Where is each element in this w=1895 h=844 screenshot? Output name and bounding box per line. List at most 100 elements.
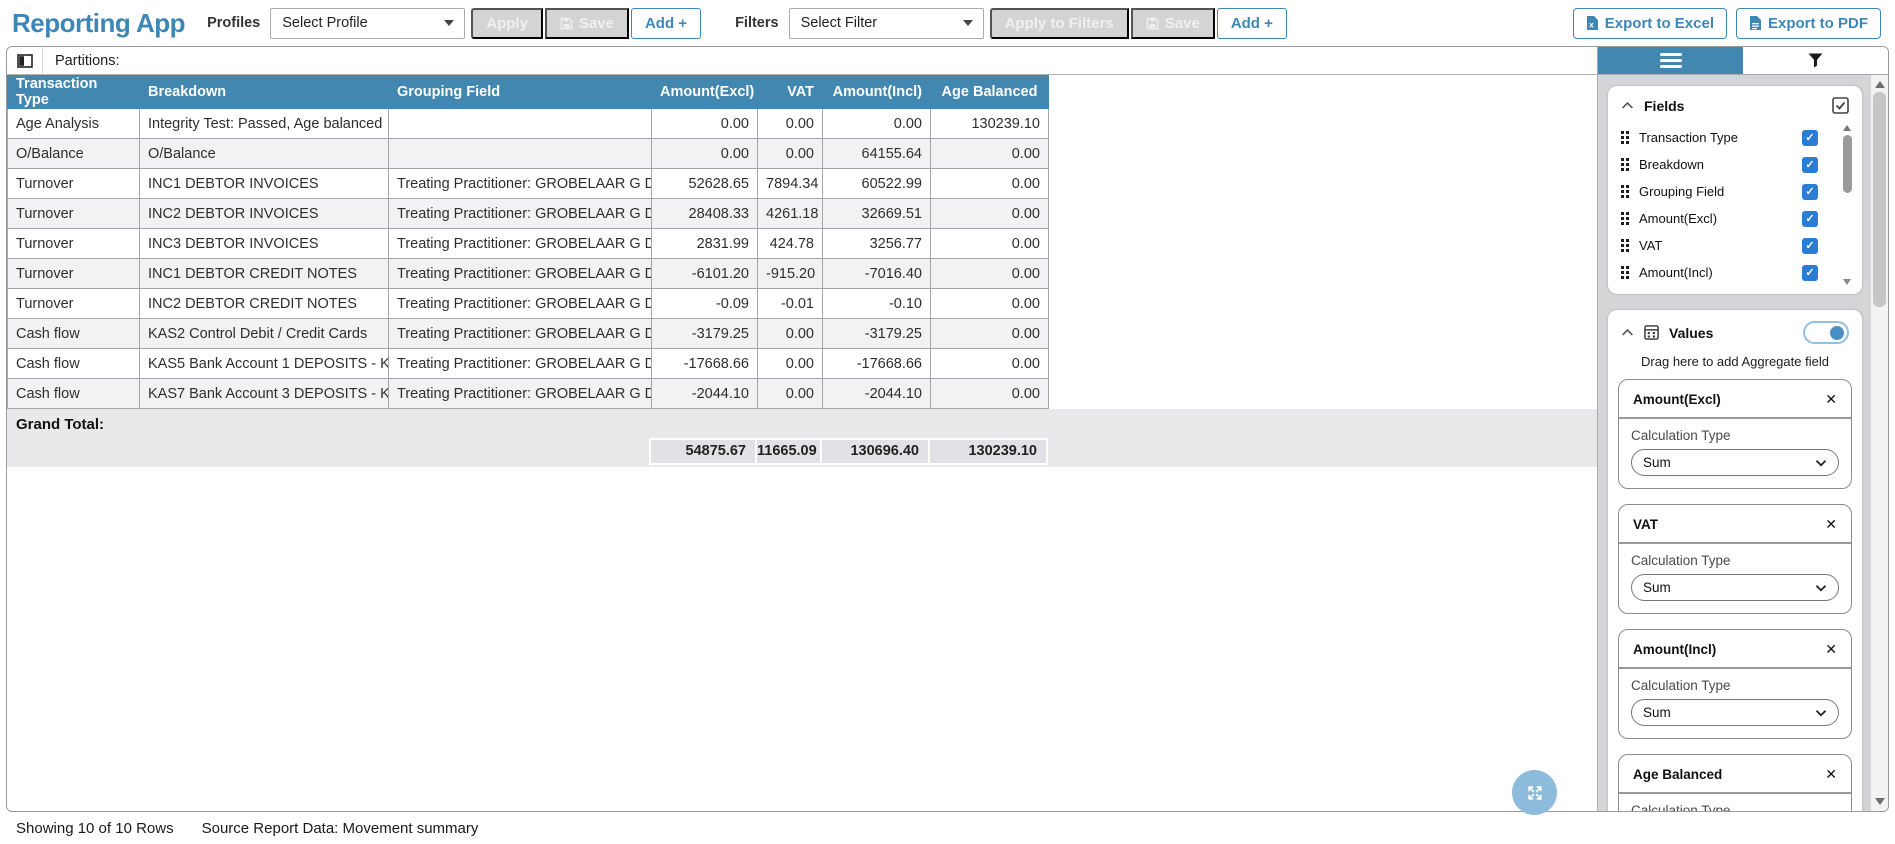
column-header-amount-incl[interactable]: Amount(Incl) xyxy=(822,75,931,109)
drag-handle-icon[interactable] xyxy=(1621,158,1629,171)
cell-grouping-field: Treating Practitioner: GROBELAAR G DR xyxy=(388,168,652,199)
cell-breakdown: KAS5 Bank Account 1 DEPOSITS - KAS5 xyxy=(139,348,389,379)
table-row: Turnover INC1 DEBTOR CREDIT NOTES Treati… xyxy=(7,258,1049,289)
drag-handle-icon[interactable] xyxy=(1621,185,1629,198)
remove-aggregate-button[interactable]: ✕ xyxy=(1825,766,1837,782)
remove-aggregate-button[interactable]: ✕ xyxy=(1825,641,1837,657)
field-checkbox[interactable]: ✓ xyxy=(1802,183,1818,200)
cell-breakdown: Integrity Test: Passed, Age balanced xyxy=(139,108,389,139)
cell-transaction-type: Age Analysis xyxy=(7,108,140,139)
collapse-chevron-icon[interactable] xyxy=(1621,328,1634,337)
top-header: Reporting App Profiles Select Profile Ap… xyxy=(0,0,1895,46)
row-count-text: Showing 10 of 10 Rows xyxy=(16,819,174,837)
profile-save-button[interactable]: Save xyxy=(544,7,629,39)
sidebar-content: Fields Transaction Type ✓ Breakdown ✓ Gr… xyxy=(1598,75,1871,811)
calculation-type-value: Sum xyxy=(1643,455,1671,470)
cell-grouping-field xyxy=(388,138,652,169)
column-header-amount-excl[interactable]: Amount(Excl) xyxy=(651,75,758,109)
remove-aggregate-button[interactable]: ✕ xyxy=(1825,516,1837,532)
scroll-down-icon[interactable] xyxy=(1843,279,1851,285)
export-pdf-button[interactable]: Export to PDF xyxy=(1736,7,1881,39)
cell-amount-excl: -6101.20 xyxy=(651,258,758,289)
cell-vat: 0.00 xyxy=(757,348,823,379)
scroll-down-icon[interactable] xyxy=(1874,798,1885,805)
export-excel-button[interactable]: x Export to Excel xyxy=(1572,7,1727,39)
drag-handle-icon[interactable] xyxy=(1621,266,1629,279)
pdf-file-icon xyxy=(1750,16,1761,30)
field-checkbox[interactable]: ✓ xyxy=(1802,237,1818,254)
filter-add-button[interactable]: Add + xyxy=(1216,7,1287,39)
drag-handle-icon[interactable] xyxy=(1621,212,1629,225)
profile-select[interactable]: Select Profile xyxy=(270,7,466,39)
profile-apply-button[interactable]: Apply xyxy=(471,7,543,39)
filter-select-value: Select Filter xyxy=(800,15,878,31)
profiles-label: Profiles xyxy=(207,15,261,31)
drag-handle-icon[interactable] xyxy=(1621,131,1629,144)
scrollbar-thumb[interactable] xyxy=(1842,135,1852,193)
filters-label: Filters xyxy=(735,15,779,31)
save-icon xyxy=(1146,17,1159,29)
cell-age-balanced: 0.00 xyxy=(930,168,1049,199)
app-title: Reporting App xyxy=(12,7,186,38)
cell-breakdown: KAS7 Bank Account 3 DEPOSITS - KAS7 xyxy=(139,378,389,409)
tab-fields-menu[interactable] xyxy=(1598,47,1743,74)
column-header-breakdown[interactable]: Breakdown xyxy=(139,75,389,109)
scroll-up-icon[interactable] xyxy=(1874,81,1885,88)
column-header-transaction-type[interactable]: Transaction Type xyxy=(7,75,140,109)
field-checkbox[interactable]: ✓ xyxy=(1802,264,1818,281)
field-checkbox[interactable]: ✓ xyxy=(1802,210,1818,227)
sidebar-tabs xyxy=(1598,47,1888,75)
field-checkbox[interactable]: ✓ xyxy=(1802,156,1818,173)
report-container: Partitions: Transaction Type Breakdown G… xyxy=(6,46,1889,812)
cell-transaction-type: Turnover xyxy=(7,288,140,319)
field-label: Transaction Type xyxy=(1639,130,1738,145)
column-header-vat[interactable]: VAT xyxy=(757,75,823,109)
scroll-up-icon[interactable] xyxy=(1843,125,1851,131)
cell-amount-excl: 2831.99 xyxy=(651,228,758,259)
partitions-button[interactable] xyxy=(7,47,43,74)
profile-add-button[interactable]: Add + xyxy=(630,7,702,39)
excel-file-icon: x xyxy=(1586,16,1598,30)
values-panel: Values Drag here to add Aggregate field … xyxy=(1608,310,1862,811)
filter-save-button[interactable]: Save xyxy=(1130,7,1215,39)
filter-select[interactable]: Select Filter xyxy=(788,7,984,39)
expand-fab-button[interactable] xyxy=(1512,770,1557,815)
cell-transaction-type: Turnover xyxy=(7,258,140,289)
cell-vat: -915.20 xyxy=(757,258,823,289)
cell-amount-excl: 28408.33 xyxy=(651,198,758,229)
values-toggle[interactable] xyxy=(1803,321,1849,344)
scrollbar-thumb[interactable] xyxy=(1873,92,1886,307)
check-all-button[interactable] xyxy=(1832,97,1849,114)
field-checkbox[interactable]: ✓ xyxy=(1802,129,1818,146)
cell-amount-excl: -3179.25 xyxy=(651,318,758,349)
collapse-chevron-icon[interactable] xyxy=(1621,101,1634,110)
partitions-bar: Partitions: xyxy=(7,47,1597,75)
apply-to-filters-button[interactable]: Apply to Filters xyxy=(989,7,1129,39)
cell-grouping-field: Treating Practitioner: GROBELAAR G DR xyxy=(388,348,652,379)
status-bar: Showing 10 of 10 Rows Source Report Data… xyxy=(0,812,1895,844)
column-header-age-balanced[interactable]: Age Balanced xyxy=(930,75,1049,109)
cell-breakdown: KAS2 Control Debit / Credit Cards xyxy=(139,318,389,349)
calculation-type-label: Calculation Type xyxy=(1631,678,1731,693)
calculation-type-select[interactable]: Sum xyxy=(1631,699,1839,726)
calculation-type-label: Calculation Type xyxy=(1631,428,1731,443)
report-table: Transaction Type Breakdown Grouping Fiel… xyxy=(7,75,1049,409)
table-row: Turnover INC1 DEBTOR INVOICES Treating P… xyxy=(7,168,1049,199)
calculation-type-select[interactable]: Sum xyxy=(1631,449,1839,476)
drag-handle-icon[interactable] xyxy=(1621,239,1629,252)
cell-age-balanced: 0.00 xyxy=(930,138,1049,169)
cell-amount-excl: -0.09 xyxy=(651,288,758,319)
remove-aggregate-button[interactable]: ✕ xyxy=(1825,391,1837,407)
values-panel-title: Values xyxy=(1669,324,1714,341)
calculation-type-label: Calculation Type xyxy=(1631,553,1731,568)
table-header-row: Transaction Type Breakdown Grouping Fiel… xyxy=(7,75,1049,109)
grand-total-amount-excl: 54875.67 xyxy=(651,440,755,463)
funnel-icon xyxy=(1808,53,1823,68)
cell-age-balanced: 0.00 xyxy=(930,378,1049,409)
field-item: Amount(Incl) ✓ xyxy=(1621,259,1858,286)
grand-total-vat: 11665.09 xyxy=(757,440,820,463)
column-header-grouping-field[interactable]: Grouping Field xyxy=(388,75,652,109)
tab-filter[interactable] xyxy=(1743,47,1888,74)
cell-breakdown: INC3 DEBTOR INVOICES xyxy=(139,228,389,259)
calculation-type-select[interactable]: Sum xyxy=(1631,574,1839,601)
